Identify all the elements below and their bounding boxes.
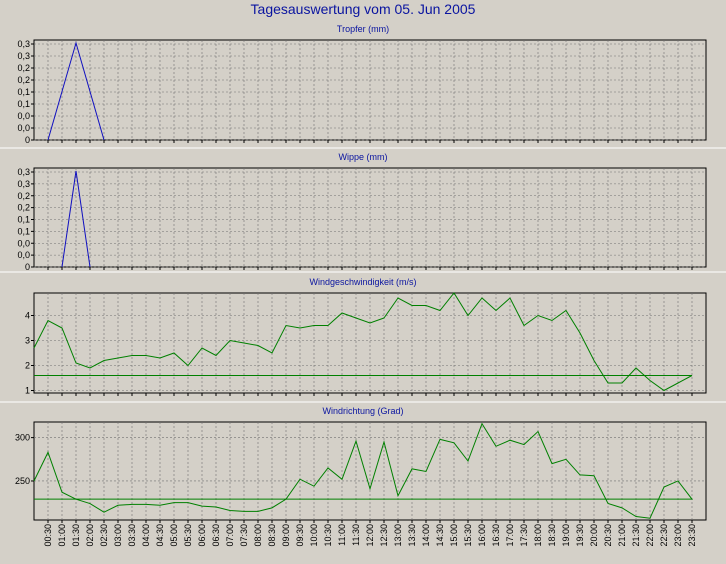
x-tick-label: 10:00 [309, 524, 319, 547]
y-tick-label: 0,3 [17, 51, 30, 61]
x-tick-label: 01:00 [57, 524, 67, 547]
y-tick-label: 0,0 [17, 250, 30, 260]
x-tick-label: 07:00 [225, 524, 235, 547]
x-tick-label: 19:30 [575, 524, 585, 547]
x-tick-label: 05:30 [183, 524, 193, 547]
x-tick-label: 12:00 [365, 524, 375, 547]
y-tick-label: 0,1 [17, 215, 30, 225]
x-tick-label: 11:00 [337, 524, 347, 546]
y-tick-label: 0 [25, 135, 30, 145]
y-tick-label: 0,2 [17, 75, 30, 85]
x-tick-label: 09:00 [281, 524, 291, 547]
x-tick-label: 20:00 [589, 524, 599, 547]
panel-title-0: Tropfer (mm) [337, 24, 389, 34]
panel-title-2: Windgeschwindigkeit (m/s) [309, 277, 416, 287]
y-tick-label: 0,0 [17, 123, 30, 133]
x-tick-label: 15:00 [449, 524, 459, 547]
x-tick-label: 21:00 [617, 524, 627, 547]
page-title: Tagesauswertung vom 05. Jun 2005 [250, 1, 476, 17]
y-tick-label: 0,0 [17, 238, 30, 248]
x-tick-label: 20:30 [603, 524, 613, 547]
x-tick-label: 23:30 [687, 524, 697, 547]
panel-title-1: Wippe (mm) [339, 152, 388, 162]
y-tick-label: 0,3 [17, 39, 30, 49]
x-tick-label: 14:00 [421, 524, 431, 547]
x-tick-label: 23:00 [673, 524, 683, 547]
y-tick-label: 0,2 [17, 203, 30, 213]
x-tick-label: 08:00 [253, 524, 263, 547]
y-tick-label: 0,1 [17, 226, 30, 236]
y-tick-label: 0,0 [17, 111, 30, 121]
x-tick-label: 05:00 [169, 524, 179, 547]
y-tick-label: 0,3 [17, 167, 30, 177]
y-tick-label: 2 [25, 361, 30, 371]
x-tick-label: 04:30 [155, 524, 165, 547]
y-tick-label: 300 [15, 433, 30, 443]
y-tick-label: 0,2 [17, 191, 30, 201]
x-tick-label: 02:30 [99, 524, 109, 547]
x-tick-label: 16:00 [477, 524, 487, 547]
x-tick-label: 22:00 [645, 524, 655, 547]
y-tick-label: 0,1 [17, 99, 30, 109]
x-tick-label: 19:00 [561, 524, 571, 547]
panel-title-3: Windrichtung (Grad) [322, 406, 403, 416]
x-tick-label: 06:00 [197, 524, 207, 547]
y-tick-label: 250 [15, 476, 30, 486]
y-tick-label: 1 [25, 386, 30, 396]
x-tick-label: 18:30 [547, 524, 557, 547]
y-tick-label: 0,1 [17, 87, 30, 97]
x-tick-label: 03:00 [113, 524, 123, 547]
x-tick-label: 00:30 [43, 524, 53, 547]
x-tick-label: 08:30 [267, 524, 277, 547]
x-tick-label: 02:00 [85, 524, 95, 547]
x-tick-label: 10:30 [323, 524, 333, 547]
x-tick-label: 14:30 [435, 524, 445, 547]
x-tick-label: 21:30 [631, 524, 641, 547]
x-tick-label: 07:30 [239, 524, 249, 547]
y-tick-label: 4 [25, 311, 30, 321]
x-tick-label: 03:30 [127, 524, 137, 547]
y-tick-label: 0,3 [17, 179, 30, 189]
y-tick-label: 0,2 [17, 63, 30, 73]
x-tick-label: 18:00 [533, 524, 543, 547]
x-tick-label: 12:30 [379, 524, 389, 547]
x-tick-label: 17:30 [519, 524, 529, 547]
x-tick-label: 11:30 [351, 524, 361, 546]
x-tick-label: 06:30 [211, 524, 221, 547]
x-tick-label: 16:30 [491, 524, 501, 547]
y-tick-label: 0 [25, 262, 30, 272]
x-tick-label: 22:30 [659, 524, 669, 547]
x-tick-label: 04:00 [141, 524, 151, 547]
x-tick-label: 01:30 [71, 524, 81, 547]
x-tick-label: 13:30 [407, 524, 417, 547]
y-tick-label: 3 [25, 336, 30, 346]
x-tick-label: 09:30 [295, 524, 305, 547]
x-tick-label: 15:30 [463, 524, 473, 547]
x-tick-label: 13:00 [393, 524, 403, 547]
x-tick-label: 17:00 [505, 524, 515, 547]
